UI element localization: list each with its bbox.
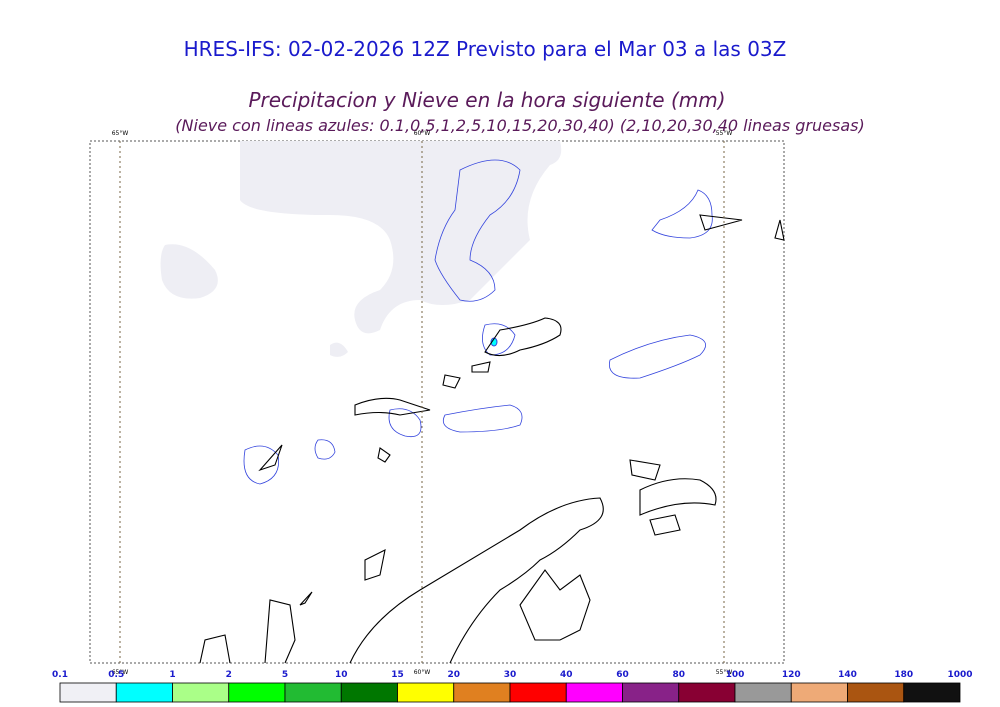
snow-contour (314, 439, 336, 460)
subtitle: Precipitacion y Nieve en la hora siguien… (248, 88, 725, 112)
precip-area (240, 141, 562, 334)
map (89, 140, 785, 664)
colorbar-swatch (228, 682, 286, 703)
colorbar-label: 10 (335, 670, 348, 680)
snow-contour (388, 408, 422, 438)
colorbar-label: 1 (169, 670, 175, 680)
precip-area (330, 342, 348, 357)
colorbar-swatch (284, 682, 342, 703)
colorbar-swatch (397, 682, 455, 703)
meridian-label: 60°W (414, 130, 431, 137)
colorbar-swatch (903, 682, 961, 703)
colorbar-label: 2 (226, 670, 232, 680)
meridian-label: 65°W (112, 669, 129, 676)
colorbar-label: 80 (672, 670, 685, 680)
snow-contour (482, 323, 516, 356)
colorbar-label: 60 (616, 670, 629, 680)
colorbar-label: 30 (504, 670, 517, 680)
colorbar-swatch (734, 682, 792, 703)
colorbar-swatch (115, 682, 173, 703)
meridian-label: 55°W (716, 130, 733, 137)
colorbar-swatch (172, 682, 230, 703)
note: (Nieve con lineas azules: 0.1,0,5,1,2,5,… (175, 116, 864, 135)
snow-contour (442, 404, 523, 433)
colorbar-swatch (59, 682, 117, 703)
colorbar-swatch (509, 682, 567, 703)
snow-contour (651, 189, 713, 239)
colorbar-label: 0.5 (108, 670, 124, 680)
colorbar-label: 5 (282, 670, 288, 680)
colorbar-label: 100 (726, 670, 745, 680)
colorbar-label: 0.1 (52, 670, 68, 680)
snow-contour (434, 159, 521, 302)
colorbar-swatch (622, 682, 680, 703)
meridian-label: 55°W (716, 669, 733, 676)
colorbar-label: 1000 (947, 670, 972, 680)
colorbar-label: 140 (838, 670, 857, 680)
colorbar-label: 20 (447, 670, 460, 680)
colorbar-swatch (340, 682, 398, 703)
colorbar-swatch (453, 682, 511, 703)
coastline (199, 214, 785, 664)
meridian-label: 65°W (112, 130, 129, 137)
snow-contour (608, 334, 707, 379)
colorbar-swatch (565, 682, 623, 703)
colorbar-label: 15 (391, 670, 404, 680)
colorbar-swatch (847, 682, 905, 703)
colorbar-label: 120 (782, 670, 801, 680)
colorbar-label: 180 (894, 670, 913, 680)
colorbar-swatch (678, 682, 736, 703)
snow-contour (243, 445, 279, 485)
colorbar-label: 40 (560, 670, 573, 680)
title: HRES-IFS: 02-02-2026 12Z Previsto para e… (184, 37, 787, 61)
colorbar-swatch (790, 682, 848, 703)
precip-area (160, 244, 218, 299)
meridian-label: 60°W (414, 669, 431, 676)
